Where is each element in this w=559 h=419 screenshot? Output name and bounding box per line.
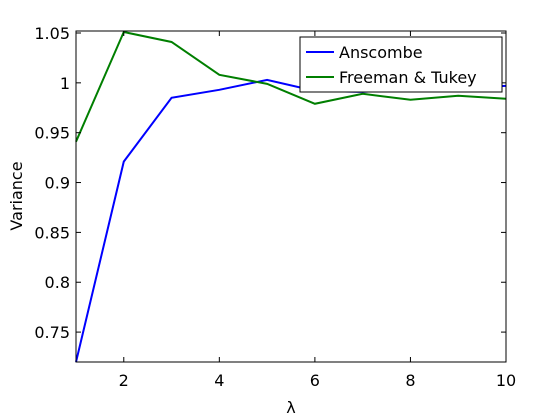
y-tick-label: 0.9 <box>45 174 70 193</box>
legend-box <box>299 36 503 93</box>
x-tick-label: 6 <box>310 371 320 390</box>
x-tick-label: 8 <box>405 371 415 390</box>
y-tick-label: 0.75 <box>34 323 70 342</box>
x-axis-label: λ <box>286 398 295 417</box>
y-axis-label: Variance <box>7 161 26 230</box>
legend: Anscombe Freeman & Tukey <box>299 36 503 93</box>
legend-label-freeman-tukey: Freeman & Tukey <box>339 68 477 87</box>
legend-label-anscombe: Anscombe <box>339 43 423 62</box>
x-tick-label: 2 <box>119 371 129 390</box>
y-tick-label: 1 <box>60 74 70 93</box>
y-tick-label: 0.95 <box>34 124 70 143</box>
axes-box <box>75 30 507 363</box>
series-line-freeman-tukey <box>75 30 507 143</box>
y-tick-label: 0.8 <box>45 273 70 292</box>
x-tick-label: 4 <box>214 371 224 390</box>
y-tick-label: 1.05 <box>34 24 70 43</box>
ticks-layer: 2 4 6 8 10 0.75 0.8 0.85 0.9 0.95 1 1.05 <box>34 24 516 390</box>
y-tick-label: 0.85 <box>34 223 70 242</box>
x-tick-label: 10 <box>496 371 516 390</box>
